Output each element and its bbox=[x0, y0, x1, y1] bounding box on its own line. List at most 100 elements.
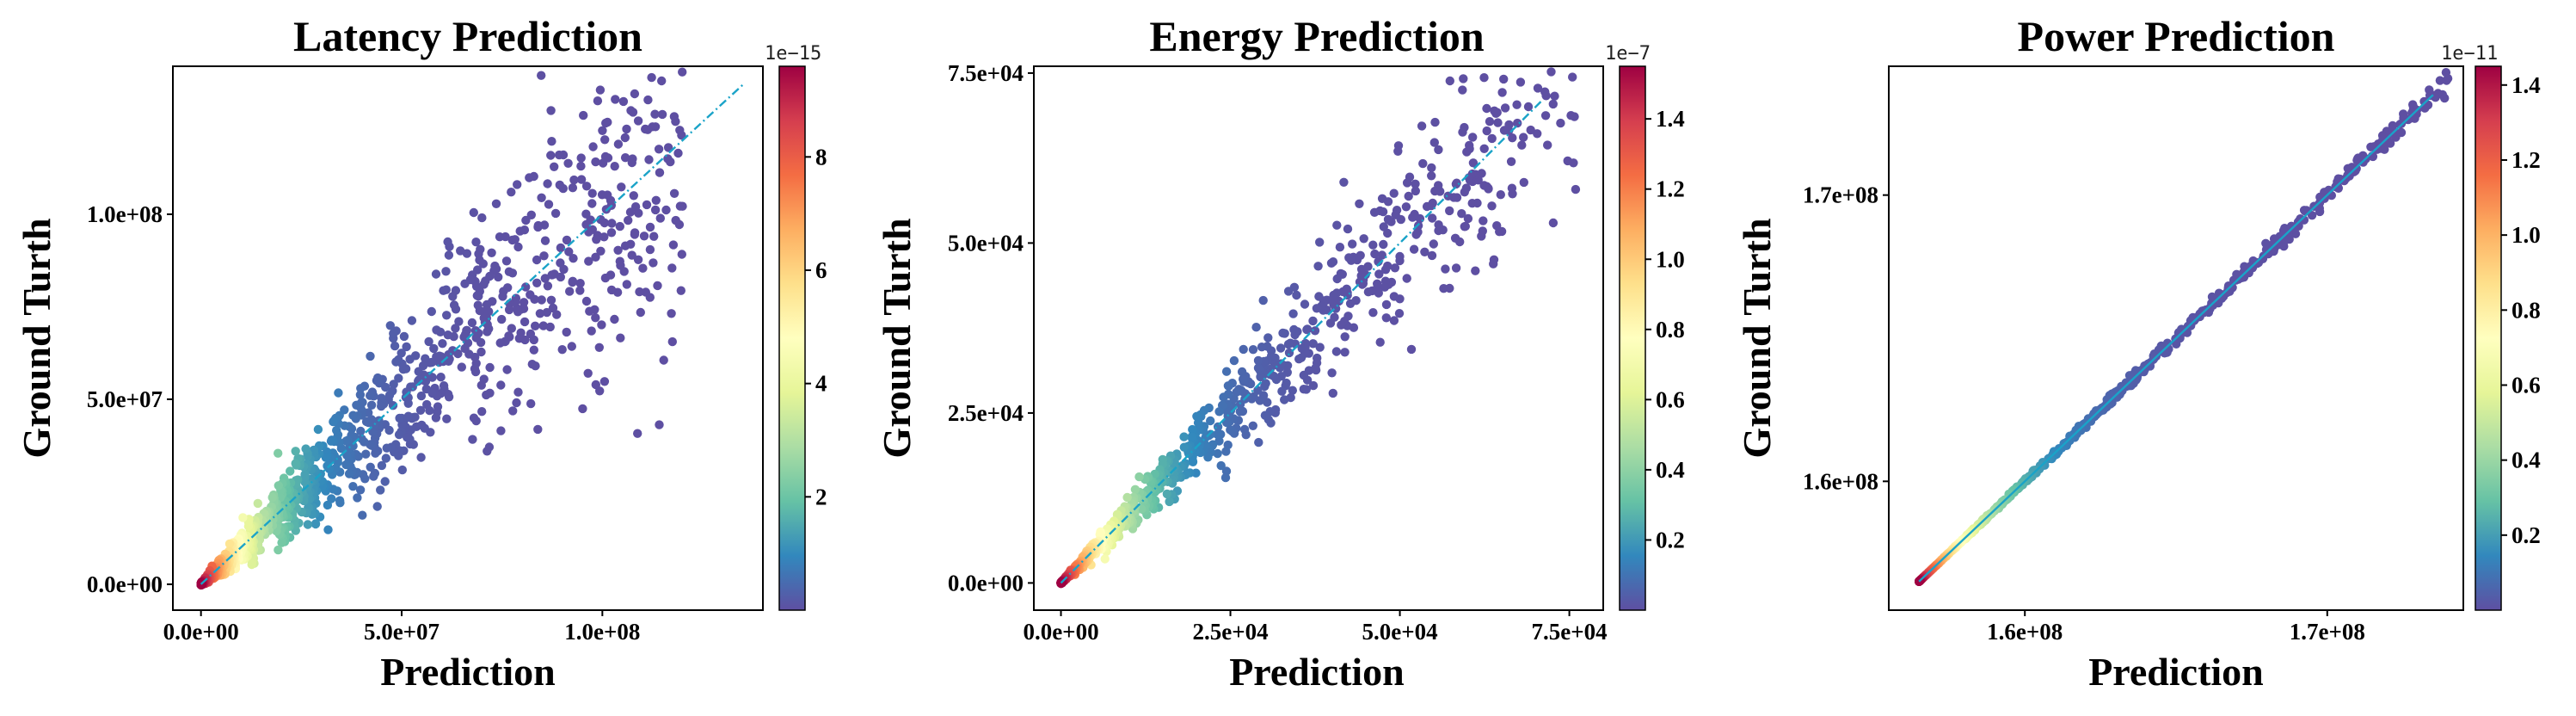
latency-point bbox=[361, 449, 371, 459]
energy-point bbox=[1406, 344, 1417, 355]
latency-point bbox=[303, 452, 312, 461]
energy-point bbox=[1411, 230, 1421, 239]
latency-point bbox=[596, 246, 606, 256]
energy-point bbox=[1179, 432, 1189, 441]
energy-point bbox=[1490, 106, 1499, 115]
latency-point bbox=[593, 96, 603, 106]
latency-point bbox=[291, 459, 300, 468]
energy-point bbox=[1256, 372, 1265, 382]
energy-point bbox=[1409, 244, 1419, 254]
latency-point bbox=[525, 173, 534, 182]
latency-y-tick-label: 5.0e+07 bbox=[87, 386, 163, 412]
latency-point bbox=[595, 85, 606, 95]
power-y-tick-label: 1.7e+08 bbox=[1803, 182, 1878, 208]
energy-point bbox=[1411, 186, 1421, 196]
latency-point bbox=[585, 306, 594, 316]
latency-point bbox=[567, 342, 576, 351]
latency-point bbox=[442, 414, 452, 423]
latency-point bbox=[548, 303, 558, 313]
energy-point bbox=[1515, 77, 1526, 87]
latency-point bbox=[247, 559, 256, 570]
energy-point bbox=[1355, 199, 1364, 208]
latency-point bbox=[487, 248, 496, 257]
latency-point bbox=[653, 281, 662, 291]
latency-point bbox=[562, 235, 572, 245]
latency-point bbox=[673, 148, 683, 158]
latency-point bbox=[663, 143, 673, 152]
latency-point bbox=[460, 343, 470, 354]
power-x-tick-label: 1.7e+08 bbox=[2290, 619, 2365, 645]
latency-point bbox=[436, 373, 446, 382]
energy-point bbox=[1278, 328, 1288, 338]
energy-point bbox=[1340, 348, 1349, 357]
energy-point bbox=[1374, 269, 1384, 279]
latency-point bbox=[470, 364, 480, 373]
energy-point bbox=[1213, 448, 1222, 459]
energy-point bbox=[1326, 258, 1337, 268]
energy-point bbox=[1429, 239, 1439, 249]
latency-point bbox=[627, 250, 636, 260]
energy-point bbox=[1331, 347, 1342, 356]
latency-point bbox=[651, 195, 661, 205]
latency-point bbox=[622, 280, 631, 289]
energy-point bbox=[1214, 407, 1224, 417]
latency-point bbox=[607, 219, 617, 228]
energy-point bbox=[1100, 554, 1110, 564]
power-point bbox=[2388, 120, 2397, 131]
power-point bbox=[2395, 120, 2405, 129]
energy-point bbox=[1408, 213, 1417, 222]
latency-point bbox=[401, 392, 411, 402]
latency-point bbox=[441, 267, 451, 276]
latency-point bbox=[584, 256, 593, 266]
energy-point bbox=[1379, 239, 1388, 250]
latency-point bbox=[380, 477, 390, 486]
energy-point bbox=[1492, 221, 1502, 231]
latency-point bbox=[579, 110, 588, 120]
energy-point bbox=[1499, 126, 1509, 135]
latency-point bbox=[519, 298, 529, 307]
latency-point bbox=[479, 313, 489, 323]
latency-point bbox=[546, 106, 556, 115]
energy-point bbox=[1499, 74, 1509, 84]
energy-point bbox=[1235, 407, 1245, 417]
energy-point bbox=[1523, 102, 1534, 112]
latency-point bbox=[526, 210, 536, 219]
energy-x-axis-label: Prediction bbox=[1229, 650, 1405, 694]
latency-point bbox=[655, 420, 664, 429]
power-colorbar-tick-label: 0.6 bbox=[2511, 372, 2541, 398]
energy-point bbox=[1308, 339, 1318, 349]
latency-point bbox=[301, 444, 310, 454]
energy-point bbox=[1571, 184, 1581, 194]
latency-point bbox=[427, 306, 436, 317]
latency-point bbox=[540, 236, 550, 245]
latency-x-tick-label: 0.0e+00 bbox=[163, 619, 239, 645]
latency-point bbox=[610, 162, 619, 171]
latency-point bbox=[552, 310, 562, 319]
energy-point bbox=[1239, 424, 1250, 435]
energy-point bbox=[1404, 191, 1413, 201]
power-point bbox=[2299, 206, 2309, 215]
power-y-ticks: 1.6e+08 1.7e+08 bbox=[1803, 182, 1889, 494]
energy-point bbox=[1348, 239, 1357, 249]
energy-colorbar-tick-label: 1.0 bbox=[1656, 246, 1685, 272]
latency-point bbox=[485, 362, 495, 373]
energy-y-axis-label: Ground Turth bbox=[875, 218, 919, 458]
latency-point bbox=[526, 329, 536, 339]
energy-point bbox=[1356, 264, 1367, 275]
energy-point bbox=[1395, 256, 1405, 266]
latency-point bbox=[326, 436, 336, 446]
latency-point bbox=[310, 519, 321, 529]
latency-point bbox=[667, 263, 677, 273]
energy-point bbox=[1391, 210, 1400, 219]
energy-point bbox=[1422, 201, 1432, 212]
latency-point bbox=[366, 351, 375, 361]
power-title: Power Prediction bbox=[2018, 12, 2335, 60]
latency-point bbox=[569, 175, 579, 185]
energy-point bbox=[1206, 416, 1215, 426]
energy-point bbox=[1379, 222, 1389, 231]
latency-point bbox=[675, 126, 685, 135]
latency-point bbox=[377, 460, 387, 471]
energy-point bbox=[1332, 220, 1342, 230]
energy-point bbox=[1485, 117, 1495, 127]
